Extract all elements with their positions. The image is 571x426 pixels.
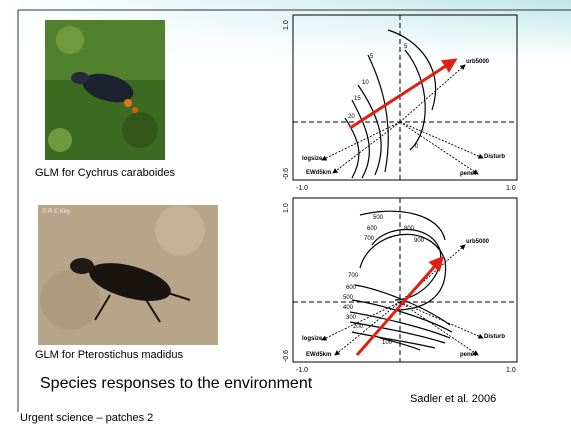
vector-label: penet	[460, 352, 476, 358]
vector-label: urb5000	[466, 59, 490, 65]
contour-label: 700	[348, 273, 359, 279]
citation: Sadler et al. 2006	[410, 393, 496, 405]
contour-label: 800	[404, 226, 415, 232]
slide-title: Species responses to the environment	[40, 375, 313, 392]
vector-label: Disturb	[484, 334, 505, 340]
footer: Urgent science – patches 2	[20, 412, 153, 424]
caption: GLM for Cychrus caraboides	[35, 167, 175, 179]
contour-label: 500	[373, 215, 384, 221]
axis-label: 1.0	[283, 20, 290, 30]
axis-label: -0.6	[283, 350, 290, 362]
slide: GLM for Cychrus caraboides © R E Key GLM…	[0, 0, 571, 426]
contour-label: 20	[348, 114, 355, 120]
axis-label: -1.0	[296, 367, 308, 374]
vector-label: logsize	[302, 156, 323, 162]
axis-label: 1.0	[283, 203, 290, 213]
vector-label: Disturb	[484, 154, 505, 160]
contour-label: 0	[415, 144, 419, 150]
vector-label: EWd5km	[306, 352, 331, 358]
contour-label: 300	[346, 315, 357, 321]
photo-credit: © R E Key	[42, 208, 70, 215]
axis-label: -1.0	[296, 185, 308, 192]
contour-label: 600	[346, 285, 357, 291]
caption: GLM for Pterostichus madidus	[35, 349, 183, 361]
contour-label: 500	[343, 295, 354, 301]
contour-label: 700	[364, 236, 375, 242]
photo	[45, 20, 165, 160]
vector-label: urb5000	[466, 239, 490, 245]
vector-label: penet	[460, 171, 476, 177]
axis-label: 1.0	[506, 185, 516, 192]
contour-label: 200	[353, 324, 364, 330]
contour-label: 100	[382, 340, 393, 346]
axis-label: -0.6	[283, 168, 290, 180]
contour-label: 15	[354, 96, 361, 102]
vector-label: EWd5km	[306, 170, 331, 176]
vector-label: logsize	[302, 336, 323, 342]
axis-label: 1.0	[506, 367, 516, 374]
contour-label: 600	[367, 226, 378, 232]
contour-label: 400	[343, 305, 354, 311]
photo	[38, 205, 218, 345]
contour-label: 10	[362, 80, 369, 86]
contour-label: 900	[414, 238, 425, 244]
